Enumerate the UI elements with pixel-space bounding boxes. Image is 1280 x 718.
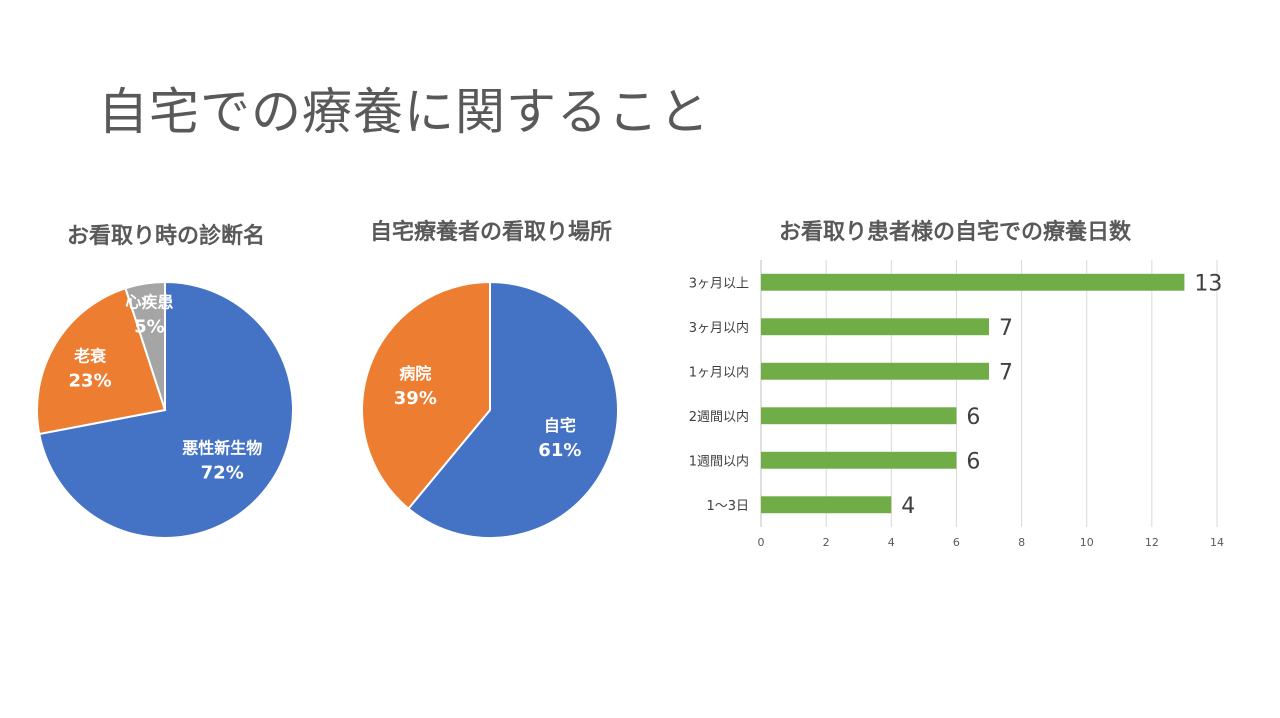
pie2-slice-1	[361, 280, 491, 511]
bar-value-label-4: 6	[966, 449, 980, 474]
slide-title: 自宅での療養に関すること	[98, 83, 710, 141]
pie2-slice-0-value: 61%	[538, 440, 581, 461]
bar-4	[761, 451, 957, 469]
pie1-slice-1-value: 23%	[69, 371, 112, 392]
pie2-slice-1-value: 39%	[394, 388, 437, 409]
x-tick-label-6: 12	[1145, 536, 1159, 549]
x-tick-label-2: 4	[888, 536, 895, 549]
bar-0	[761, 273, 1185, 291]
pie1-slice-2-value: 5%	[134, 316, 165, 337]
pie1-slice-0	[38, 280, 294, 539]
bar-value-label-3: 6	[966, 405, 980, 430]
x-tick-label-3: 6	[953, 536, 960, 549]
y-category-label-3: 2週間以内	[689, 409, 749, 425]
bar-1	[761, 318, 989, 336]
bar-value-label-0: 13	[1194, 271, 1222, 296]
bar-5	[761, 496, 892, 514]
x-tick-label-7: 14	[1210, 536, 1224, 549]
bar-3	[761, 407, 957, 425]
y-category-label-0: 3ヶ月以上	[689, 276, 749, 291]
pie1-slice-2-label: 心疾患	[125, 292, 173, 311]
pie2-slice-0-label: 自宅	[544, 416, 576, 435]
pie2-title: 自宅療養者の看取り場所	[369, 220, 612, 245]
x-tick-label-1: 2	[823, 536, 830, 549]
pie1-slice-0-label: 悪性新生物	[182, 438, 262, 457]
bar-2	[761, 362, 989, 380]
bar-value-label-2: 7	[999, 360, 1013, 385]
x-tick-label-4: 8	[1018, 536, 1025, 549]
pie1-slice-2	[124, 280, 166, 411]
pie1-slice-1-label: 老衰	[73, 347, 107, 366]
pie1-slice-0-value: 72%	[201, 462, 244, 483]
pie2-slice-0	[407, 280, 619, 539]
y-category-label-5: 1～3日	[706, 499, 749, 514]
x-tick-label-5: 10	[1080, 536, 1094, 549]
pie2-slice-1-label: 病院	[399, 364, 431, 383]
place-pie-chart: 自宅 61% 病院 39%	[361, 280, 619, 539]
y-category-label-2: 1ヶ月以内	[689, 364, 749, 380]
diagnosis-pie-chart: 悪性新生物 72% 老衰 23% 心疾患 5%	[36, 280, 294, 539]
bar-value-label-1: 7	[999, 316, 1013, 341]
days-bar-chart: 0 2 4 6 8 10 12 14 3ヶ月以上 13 3ヶ月以内 7 1ヶ月以内 7 2週間以内 6 1週間以…	[689, 260, 1224, 549]
pie1-title: お看取り時の診断名	[66, 224, 265, 249]
pie1-slice-1	[36, 287, 167, 436]
y-category-label-1: 3ヶ月以内	[689, 320, 749, 336]
y-category-label-4: 1週間以内	[689, 453, 749, 469]
bar-value-label-5: 4	[901, 494, 915, 519]
x-tick-label-0: 0	[758, 536, 765, 549]
bar-title: お看取り患者様の自宅での療養日数	[778, 220, 1131, 245]
